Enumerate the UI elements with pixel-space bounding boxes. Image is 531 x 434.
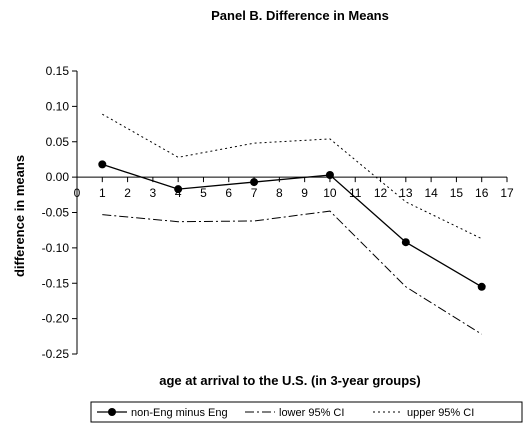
x-tick-label: 2 xyxy=(124,186,131,200)
x-tick-label: 1 xyxy=(99,186,106,200)
x-tick-label: 10 xyxy=(323,186,337,200)
y-tick-label: -0.10 xyxy=(42,241,70,255)
legend-label-0: non-Eng minus Eng xyxy=(131,407,228,419)
series-line-1 xyxy=(102,210,482,335)
series-point xyxy=(174,185,183,194)
series-line-0 xyxy=(102,163,483,288)
y-tick-label: -0.25 xyxy=(42,347,70,361)
x-tick-label: 15 xyxy=(450,186,464,200)
series-point xyxy=(250,178,259,187)
y-tick-label: -0.05 xyxy=(42,206,70,220)
series-point xyxy=(98,160,107,169)
x-tick-label: 12 xyxy=(374,186,388,200)
legend-marker xyxy=(108,408,116,416)
x-axis-label: age at arrival to the U.S. (in 3-year gr… xyxy=(159,373,421,388)
legend-label-2: upper 95% CI xyxy=(407,407,474,419)
x-tick-label: 7 xyxy=(251,186,258,200)
plot-area: 0.15 0.10 0.05 0.00 -0.05 -0.10 -0.15 -0.20 -0.2… xyxy=(42,64,514,361)
x-tick-label: 16 xyxy=(475,186,489,200)
y-tick-label: 0.10 xyxy=(46,99,70,113)
legend-label-1: lower 95% CI xyxy=(279,407,344,419)
y-tick-label: -0.20 xyxy=(42,312,70,326)
x-tick-label: 9 xyxy=(301,186,308,200)
x-tick-label: 14 xyxy=(424,186,438,200)
x-tick-label: 17 xyxy=(500,186,514,200)
x-tick-label: 6 xyxy=(225,186,232,200)
y-tick-label: 0.15 xyxy=(46,64,70,78)
x-tick-label: 11 xyxy=(349,186,362,200)
x-tick-label: 13 xyxy=(399,186,413,200)
x-tick-label: 3 xyxy=(150,186,157,200)
legend: non-Eng minus Eng lower 95% CI upper 95% C… xyxy=(90,401,523,423)
series-point xyxy=(325,171,334,180)
x-tick-label: 0 xyxy=(74,186,81,200)
x-tick-label: 5 xyxy=(200,186,207,200)
y-tick-label: -0.15 xyxy=(42,276,70,290)
chart-title: Panel B. Difference in Means xyxy=(211,8,389,23)
series-point xyxy=(477,282,486,291)
y-tick-label: 0.05 xyxy=(46,135,70,149)
y-axis-label: difference in means xyxy=(12,155,27,277)
y-tick-label: 0.00 xyxy=(46,170,70,184)
x-tick-label: 8 xyxy=(276,186,283,200)
legend-box xyxy=(90,401,523,423)
series-point xyxy=(401,238,410,247)
